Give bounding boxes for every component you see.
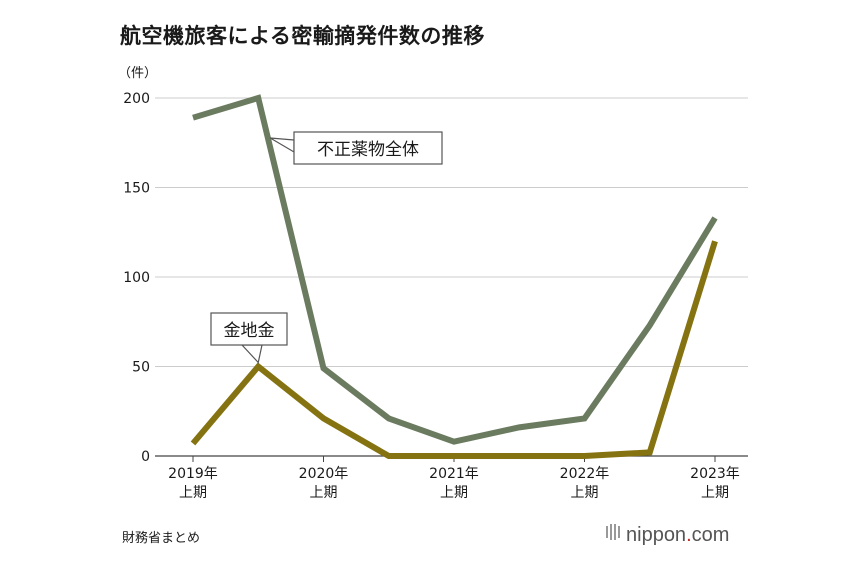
x-tick-label-half: 上期 <box>179 485 207 501</box>
x-tick-label-year: 2020年 <box>299 466 349 482</box>
callout-gold-label: 金地金 <box>224 321 275 341</box>
callout-gold: 金地金 <box>210 312 288 364</box>
source-note: 財務省まとめ <box>122 531 201 546</box>
x-tick-label-half: 上期 <box>310 485 338 501</box>
brand-suffix: com <box>691 523 730 546</box>
callout-total-box <box>293 131 443 165</box>
x-tick-label-half: 上期 <box>701 485 729 501</box>
callout-gold-pointer <box>240 344 263 364</box>
brand-dot: . <box>686 523 692 546</box>
x-tick-label-year: 2022年 <box>560 466 610 482</box>
y-tick-label: 100 <box>123 270 150 286</box>
callout-gold-box <box>210 312 288 346</box>
y-tick-label: 50 <box>132 360 150 376</box>
grid-lines <box>155 97 748 457</box>
x-tick-label-year: 2019年 <box>168 466 218 482</box>
series-lines <box>190 94 718 459</box>
x-tick-label-year: 2023年 <box>690 466 740 482</box>
brand-prefix: nippon <box>626 523 687 546</box>
y-tick-label: 150 <box>123 181 150 197</box>
callout-total-label: 不正薬物全体 <box>317 140 419 160</box>
y-axis-unit-label: （件） <box>118 66 157 81</box>
x-tick-label-half: 上期 <box>440 485 468 501</box>
brand-logo: nippon. com <box>606 523 729 547</box>
series-line-total <box>192 94 718 445</box>
y-tick-label: 0 <box>141 449 150 465</box>
x-tick-label-half: 上期 <box>571 485 599 501</box>
y-axis-ticks: 0 50 100 150 200 <box>123 91 150 465</box>
callout-total: 不正薬物全体 <box>269 131 443 165</box>
y-tick-label: 200 <box>123 91 150 107</box>
chart-title: 航空機旅客による密輸摘発件数の推移 <box>120 24 485 48</box>
x-tick-label-year: 2021年 <box>429 466 479 482</box>
nippon-logo-icon <box>606 523 620 547</box>
